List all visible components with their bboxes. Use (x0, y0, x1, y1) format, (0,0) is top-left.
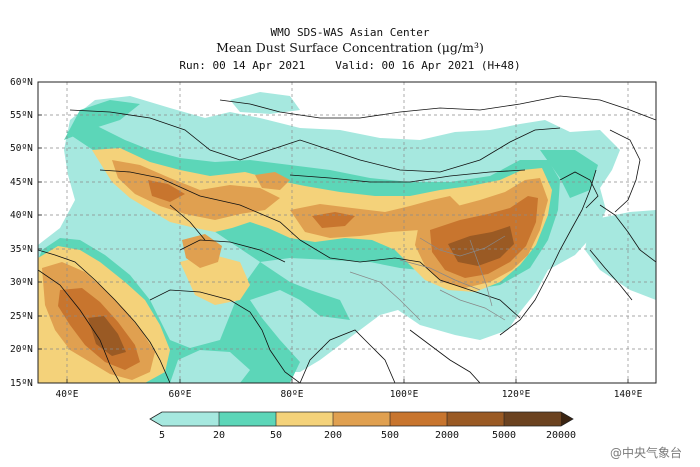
dust-level-20-north (64, 100, 140, 140)
dust-level-5-east (585, 210, 656, 300)
colorbar-swatch (162, 412, 219, 426)
lat-label: 45ºN (10, 177, 33, 188)
colorbar-left-arrow (150, 412, 162, 426)
colorbar-label: 20 (213, 430, 225, 441)
dust-level-50-pakistan (180, 254, 250, 305)
plot-frame (37, 81, 657, 384)
colorbar-outline (149, 411, 574, 427)
colorbar-label: 2000 (435, 430, 459, 441)
lon-label: 120ºE (502, 389, 531, 400)
lat-label: 35ºN (10, 244, 33, 255)
watermark: @中央气象台 (609, 446, 682, 460)
lon-label: 100ºE (390, 389, 419, 400)
dust-level-2000-arabia (88, 316, 126, 356)
colorbar-dividers (218, 412, 505, 426)
lat-label: 25ºN (10, 311, 33, 322)
lon-labels: 40ºE 60ºE 80ºE 100ºE 120ºE 140ºE (56, 389, 643, 400)
province-borders (349, 235, 506, 321)
lat-label: 40ºN (10, 210, 33, 221)
lat-label: 55ºN (10, 110, 33, 121)
colorbar-label: 20000 (546, 430, 576, 441)
graticule (38, 82, 656, 383)
lat-label: 50ºN (10, 143, 33, 154)
dust-level-2000-china (448, 226, 514, 266)
lat-label: 20ºN (10, 344, 33, 355)
dust-level-5-north (230, 92, 300, 114)
lat-label: 30ºN (10, 277, 33, 288)
lon-label: 140ºE (614, 389, 643, 400)
colorbar-right-arrow (561, 412, 573, 426)
colorbar-label: 5000 (492, 430, 516, 441)
run-valid-line: Run: 00 14 Apr 2021 Valid: 00 16 Apr 2021… (0, 59, 700, 72)
lat-labels: 60ºN 55ºN 50ºN 45ºN 40ºN 35ºN 30ºN 25ºN … (10, 77, 33, 389)
lon-label: 80ºE (281, 389, 304, 400)
tick-marks (38, 81, 629, 384)
colorbar-swatch (390, 412, 447, 426)
lon-label: 60ºE (169, 389, 192, 400)
colorbar-label: 500 (381, 430, 399, 441)
lat-label: 15ºN (10, 378, 33, 389)
dust-level-500-karakum (148, 180, 185, 202)
dust-level-20-east (540, 150, 598, 198)
title-line-1: WMO SDS-WAS Asian Center (270, 26, 430, 39)
colorbar-label: 50 (270, 430, 282, 441)
colorbar-swatch (219, 412, 276, 426)
colorbar-swatch (276, 412, 333, 426)
colorbar-label: 200 (324, 430, 342, 441)
lon-label: 40ºE (56, 389, 79, 400)
colorbar: 5 20 50 200 500 2000 5000 20000 (149, 411, 576, 441)
dust-level-200 (112, 160, 280, 220)
colorbar-swatch (333, 412, 390, 426)
valid-time: Valid: 00 16 Apr 2021 (H+48) (335, 59, 521, 72)
run-time: Run: 00 14 Apr 2021 (179, 59, 306, 72)
colorbar-swatch (447, 412, 504, 426)
dust-field (38, 92, 656, 383)
borders (38, 95, 656, 383)
dust-level-200-iran (182, 234, 222, 268)
dust-level-200-east (255, 172, 290, 190)
lat-label: 60ºN (10, 77, 33, 88)
dust-level-500-taklimakan (312, 212, 355, 228)
chart-title: Mean Dust Surface Concentration (μg/m³) (216, 40, 484, 55)
colorbar-swatch (504, 412, 561, 426)
colorbar-label: 5 (159, 430, 165, 441)
